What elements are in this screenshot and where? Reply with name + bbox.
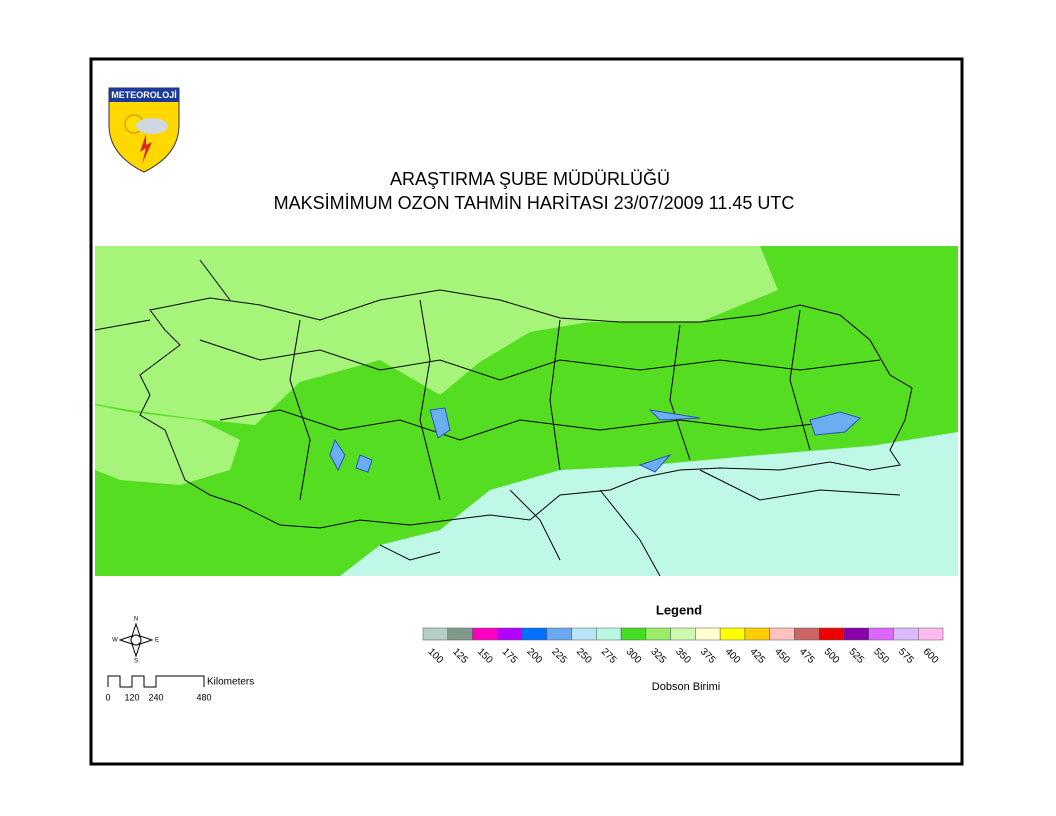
scale-label: 240 [148,692,163,702]
legend-swatch [596,627,622,641]
legend-swatch [769,627,795,641]
legend-swatch [472,627,498,641]
legend-swatch [794,627,820,641]
legend-swatch [818,627,845,641]
scale-label: 120 [124,692,139,702]
compass-s: S [134,659,138,665]
compass-n: N [134,617,138,623]
legend-swatch [447,627,473,641]
scale-bar: Kilometers 0 120 240 480 [105,675,254,702]
legend-swatch [645,627,671,641]
legend-swatch [546,627,572,641]
legend-swatch [868,627,894,641]
legend-swatch [571,627,597,641]
logo-text: METEOROLOJİ [111,90,177,100]
legend-swatch [744,627,770,641]
legend-unit: Dobson Birimi [652,681,720,693]
compass: N S E W [112,617,159,665]
legend-title: Legend [656,602,702,617]
scale-unit: Kilometers [207,677,254,688]
logo: METEOROLOJİ [108,87,180,173]
legend-swatch [422,627,449,641]
legend-swatch [620,627,647,641]
legend-swatch [695,627,721,641]
legend-swatch [497,627,523,641]
compass-e: E [155,638,159,644]
scale-label: 0 [105,692,110,702]
legend-swatch [893,627,919,641]
legend-swatch [670,627,696,641]
legend-swatch [521,627,548,641]
map [94,246,958,577]
legend-swatch [843,627,869,641]
subtitle: MAKSİMİMUM OZON TAHMİN HARİTASI 23/07/20… [274,193,795,213]
scale-label: 480 [196,692,211,702]
legend-swatch [719,627,746,641]
compass-w: W [112,638,118,644]
title: ARAŞTIRMA ŞUBE MÜDÜRLÜĞÜ [390,168,670,189]
legend-swatch [917,627,944,641]
